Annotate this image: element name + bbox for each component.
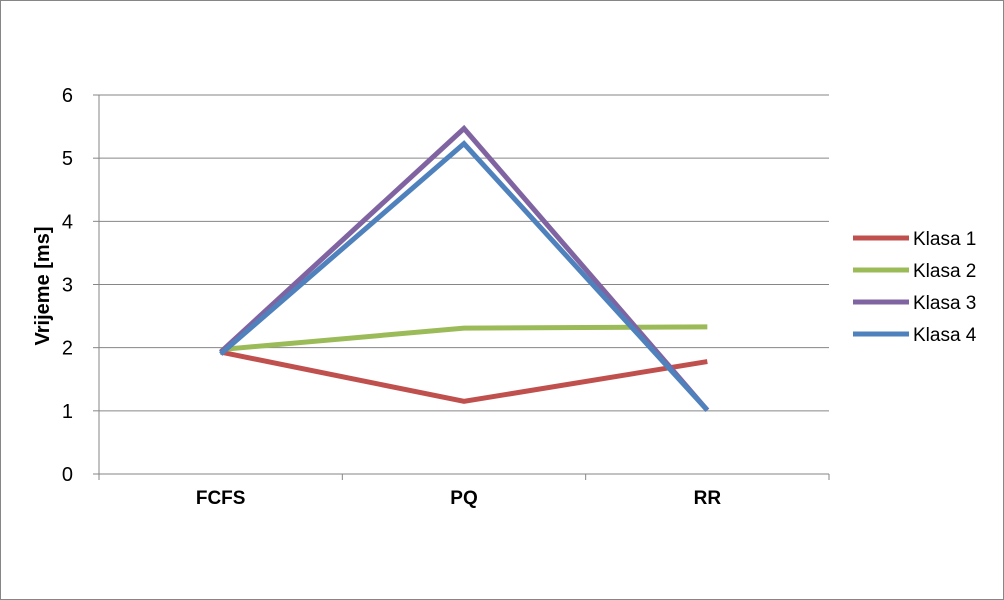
legend-label-2: Klasa 2	[913, 261, 976, 282]
legend-label-4: Klasa 4	[913, 325, 977, 346]
x-tick-label: FCFS	[196, 488, 246, 509]
y-tick-label: 6	[62, 85, 73, 107]
y-tick-label: 2	[62, 338, 73, 360]
x-tick-label: PQ	[450, 488, 477, 509]
legend-label-3: Klasa 3	[913, 293, 976, 314]
y-tick-label: 4	[62, 211, 73, 233]
legend: Klasa 1 Klasa 2 Klasa 3 Klasa 4	[853, 229, 977, 346]
series-line-2	[220, 324, 708, 353]
series-line-3	[218, 124, 710, 412]
series-lines	[218, 124, 710, 412]
y-tick-label: 1	[62, 401, 73, 423]
x-tick-label: RR	[694, 488, 722, 509]
x-tick-labels: FCFS PQ RR	[196, 488, 721, 509]
series-line-1	[220, 349, 708, 404]
series-line-4	[219, 140, 710, 412]
legend-label-1: Klasa 1	[913, 229, 976, 250]
y-tick-label: 5	[62, 148, 73, 170]
y-tick-label: 3	[62, 275, 73, 297]
y-axis-title: Vrijeme [ms]	[32, 227, 54, 346]
axes	[93, 94, 830, 480]
y-tick-label: 0	[62, 464, 73, 486]
y-tick-labels: 0 1 2 3 4 5 6	[62, 85, 73, 486]
